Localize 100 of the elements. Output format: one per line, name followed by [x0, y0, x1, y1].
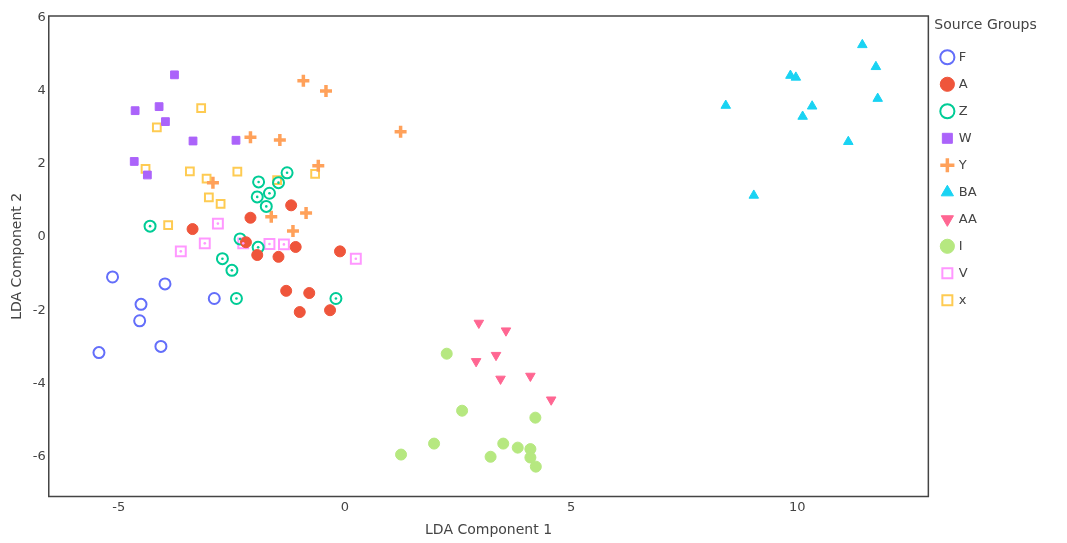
- point: [198, 237, 211, 250]
- point: [225, 263, 239, 277]
- point: [285, 223, 301, 239]
- y-tick-label: 0: [37, 228, 46, 244]
- point: [324, 304, 337, 317]
- y-tick-label: 2: [37, 155, 46, 171]
- point: [525, 372, 536, 382]
- point: [229, 292, 243, 306]
- point: [857, 38, 868, 49]
- point: [349, 252, 362, 265]
- point: [232, 166, 243, 177]
- point: [251, 240, 265, 254]
- point: [211, 217, 224, 230]
- point: [529, 411, 542, 424]
- y-tick-label: 6: [37, 9, 46, 25]
- point: [277, 238, 290, 251]
- x-tick-label: 10: [788, 498, 806, 514]
- y-tick-label: 4: [37, 82, 46, 98]
- point: [289, 240, 302, 253]
- point: [318, 83, 334, 99]
- point: [456, 404, 469, 417]
- point: [242, 129, 259, 146]
- point: [334, 245, 346, 258]
- legend-label: W: [958, 129, 972, 145]
- point: [545, 396, 557, 406]
- y-tick-label: -2: [32, 301, 46, 317]
- point: [129, 157, 139, 166]
- point: [174, 245, 187, 258]
- point: [233, 232, 247, 246]
- point: [142, 170, 152, 180]
- point: [303, 287, 316, 300]
- x-tick-label: 0: [340, 498, 350, 514]
- point: [231, 135, 241, 145]
- y-tick-label: -6: [32, 447, 46, 463]
- y-axis-title: LDA Component 2: [8, 192, 25, 320]
- point: [395, 448, 408, 461]
- point: [154, 102, 164, 112]
- point: [215, 198, 226, 209]
- point: [285, 199, 298, 212]
- point: [188, 136, 198, 146]
- point: [473, 319, 485, 329]
- point: [207, 292, 221, 306]
- point: [92, 346, 106, 360]
- point: [511, 441, 524, 454]
- point: [272, 176, 285, 190]
- point: [205, 174, 221, 191]
- x-axis-title: LDA Component 1: [425, 521, 553, 538]
- point: [186, 223, 199, 236]
- point: [440, 347, 453, 360]
- point: [244, 211, 257, 224]
- point: [252, 175, 266, 189]
- point: [484, 450, 497, 463]
- point: [495, 375, 506, 385]
- point: [250, 190, 264, 204]
- legend-label: Z: [958, 102, 968, 118]
- legend-label: I: [958, 237, 963, 253]
- point: [295, 72, 312, 89]
- point: [870, 60, 882, 71]
- point: [293, 306, 306, 319]
- point: [797, 110, 808, 120]
- point: [170, 70, 179, 80]
- point: [272, 250, 285, 263]
- legend-label: A: [958, 75, 968, 91]
- point: [203, 192, 214, 203]
- point: [310, 169, 321, 179]
- point: [720, 99, 732, 109]
- point: [392, 124, 409, 140]
- point: [215, 252, 229, 266]
- point: [134, 297, 148, 311]
- point: [529, 460, 542, 473]
- y-tick-label: -4: [32, 374, 46, 390]
- point: [298, 205, 314, 221]
- legend-label: V: [958, 264, 968, 280]
- x-tick-label: 5: [566, 498, 576, 514]
- point: [154, 339, 168, 353]
- point: [280, 166, 294, 180]
- point: [161, 117, 170, 127]
- x-tick-label: -5: [112, 498, 126, 514]
- point: [329, 292, 343, 306]
- point: [490, 351, 502, 362]
- point: [151, 122, 162, 133]
- point: [428, 437, 441, 450]
- point: [790, 71, 802, 81]
- point: [280, 284, 293, 297]
- point: [470, 358, 482, 368]
- point: [272, 175, 283, 185]
- point: [843, 135, 854, 145]
- point: [130, 106, 140, 116]
- point: [872, 92, 883, 102]
- point: [500, 327, 512, 337]
- legend-label: F: [958, 48, 967, 64]
- legend-label: BA: [958, 183, 977, 199]
- point: [310, 158, 327, 174]
- point: [158, 277, 172, 291]
- point: [259, 199, 273, 213]
- point: [497, 437, 510, 450]
- legend-label: x: [958, 291, 967, 307]
- legend-title: Source Groups: [934, 15, 1037, 32]
- point: [184, 166, 195, 177]
- legend-label: AA: [958, 210, 978, 226]
